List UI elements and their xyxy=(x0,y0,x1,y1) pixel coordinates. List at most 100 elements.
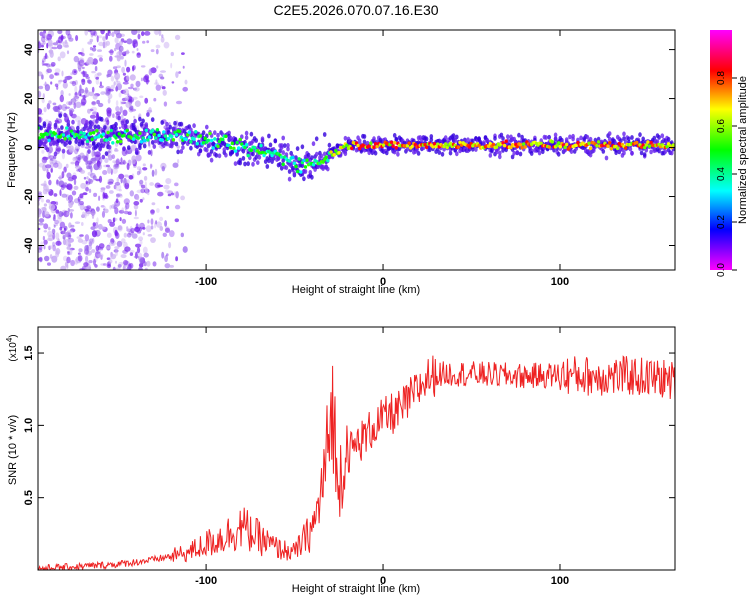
spectrogram-cell-461 xyxy=(133,115,136,119)
spectrogram-cell-597 xyxy=(53,193,58,197)
spectrogram-cell-655 xyxy=(109,190,114,194)
spectrogram-cell-1811 xyxy=(442,146,446,152)
spectrogram-cell-186 xyxy=(167,193,172,197)
spectrogram-cell-1545 xyxy=(302,176,306,182)
spectrogram-cell-1582 xyxy=(321,166,325,172)
spectrogram-cell-2438 xyxy=(345,143,349,148)
spectrogram-cell-2493 xyxy=(432,142,437,146)
spectrogram-cell-419 xyxy=(129,249,135,253)
spectrogram-cell-2576 xyxy=(565,142,569,147)
spectrogram-cell-537 xyxy=(41,60,45,67)
spectrogram-cell-974 xyxy=(134,226,141,232)
spectrogram-cell-2613 xyxy=(623,146,628,150)
spectrogram-cell-495 xyxy=(162,89,167,96)
spectrogram-cell-585 xyxy=(49,50,54,58)
spectrogram-cell-596 xyxy=(122,72,126,76)
spectrogram-cell-882 xyxy=(98,41,104,47)
spectrogram-cell-1938 xyxy=(510,154,515,160)
spectrogram-cell-2261 xyxy=(63,136,67,141)
spectrogram-cell-846 xyxy=(66,101,72,106)
spectrogram-cell-704 xyxy=(114,47,117,52)
spectrogram-cell-735 xyxy=(169,264,174,268)
spectrogram-cell-480 xyxy=(73,178,77,186)
spectrogram-cell-414 xyxy=(100,30,105,35)
spectrogram-cell-1397 xyxy=(222,147,227,153)
spectrogram-cell-2280 xyxy=(93,135,98,140)
spectrogram-cell-862 xyxy=(174,191,177,197)
spectrogram-cell-759 xyxy=(122,264,126,270)
spectrogram-cell-59 xyxy=(85,250,92,256)
spectrogram-cell-41 xyxy=(133,204,139,210)
spectrogram-cell-1001 xyxy=(86,176,89,180)
spectrogram-cell-522 xyxy=(150,218,154,226)
spectrogram-cell-995 xyxy=(116,55,121,62)
spectrogram-cell-101 xyxy=(138,263,144,268)
spectrogram-cell-1211 xyxy=(123,123,128,129)
spectrogram-cell-2567 xyxy=(550,140,555,144)
spectrogram-cell-1106 xyxy=(68,140,72,146)
spectrogram-cell-63 xyxy=(132,65,135,72)
spectrogram-cell-325 xyxy=(51,46,58,50)
spectrogram-cell-1584 xyxy=(322,151,327,157)
spectrogram-cell-1920 xyxy=(501,136,505,141)
spectrogram-cell-1718 xyxy=(392,149,397,155)
spectrogram-cell-506 xyxy=(124,59,127,67)
spectrogram-cell-1591 xyxy=(326,166,330,172)
spectrogram-cell-911 xyxy=(148,140,151,147)
spectrogram-cell-866 xyxy=(124,205,128,211)
spectrogram-cell-736 xyxy=(52,233,56,240)
spectrogram-cell-2312 xyxy=(144,128,148,133)
spectrogram-cell-2272 xyxy=(80,134,85,139)
spectrogram-cell-1021 xyxy=(66,230,73,233)
spectrogram-cell-484 xyxy=(46,33,52,41)
spectrogram-cell-901 xyxy=(83,94,86,101)
spectrogram-cell-2453 xyxy=(369,141,373,145)
spectrogram-cell-2135 xyxy=(614,150,618,156)
spectrogram-cell-2334 xyxy=(179,135,183,139)
spectrogram-cell-743 xyxy=(41,74,44,80)
spectrogram-cell-2182 xyxy=(639,150,644,156)
spectrogram-cell-1150 xyxy=(91,141,96,147)
spectrogram-cell-898 xyxy=(45,188,51,192)
spectrogram-cell-864 xyxy=(63,79,67,84)
spectrogram-cell-907 xyxy=(64,44,69,48)
spectrogram-cell-1197 xyxy=(117,115,121,121)
spectrogram-cell-249 xyxy=(142,163,146,167)
spectrogram-cell-115 xyxy=(97,49,102,52)
spectrogram-cell-183 xyxy=(60,90,64,97)
spectrogram-cell-70 xyxy=(135,154,142,162)
spectrogram-cell-2547 xyxy=(518,142,523,147)
spectrogram-cell-812 xyxy=(112,266,116,270)
spectrogram-cell-135 xyxy=(136,189,143,194)
spectrogram-cell-2021 xyxy=(553,136,558,142)
spectrogram-cell-804 xyxy=(93,258,96,266)
spectrogram-cell-204 xyxy=(54,72,60,76)
spectrogram-cell-742 xyxy=(106,109,112,117)
spectrogram-cell-2360 xyxy=(221,137,225,142)
spectrogram-cell-2370 xyxy=(237,146,241,150)
spectrogram-cell-2324 xyxy=(163,134,168,138)
spectrogram-cell-283 xyxy=(55,240,62,246)
spectrogram-cell-894 xyxy=(71,80,77,87)
spectrogram-cell-2019 xyxy=(553,132,558,138)
spectrogram-cell-1304 xyxy=(173,120,177,126)
spectrogram-cell-756 xyxy=(56,217,62,224)
spectrogram-cell-1762 xyxy=(416,151,421,156)
spectrogram-y-tick-label-0: -40 xyxy=(23,238,35,254)
spectrogram-cell-1554 xyxy=(306,152,311,158)
spectrogram-cell-2158 xyxy=(627,136,631,142)
spectrogram-cell-294 xyxy=(141,31,145,37)
spectrogram-cell-2391 xyxy=(270,153,274,158)
spectrogram-cell-460 xyxy=(126,49,130,55)
spectrogram-cell-58 xyxy=(116,267,121,270)
spectrogram-cell-968 xyxy=(114,147,118,152)
snr-x-tick-label-0: -100 xyxy=(195,575,217,587)
spectrogram-cell-2326 xyxy=(166,136,171,141)
spectrogram-cell-2508 xyxy=(456,145,461,149)
spectrogram-cell-170 xyxy=(109,205,112,210)
spectrogram-y-tick-label-2: 0 xyxy=(23,144,35,150)
spectrogram-cell-2320 xyxy=(157,133,161,138)
spectrogram-cell-728 xyxy=(161,166,165,172)
spectrogram-cell-2626 xyxy=(644,143,648,147)
spectrogram-cell-331 xyxy=(113,249,119,253)
